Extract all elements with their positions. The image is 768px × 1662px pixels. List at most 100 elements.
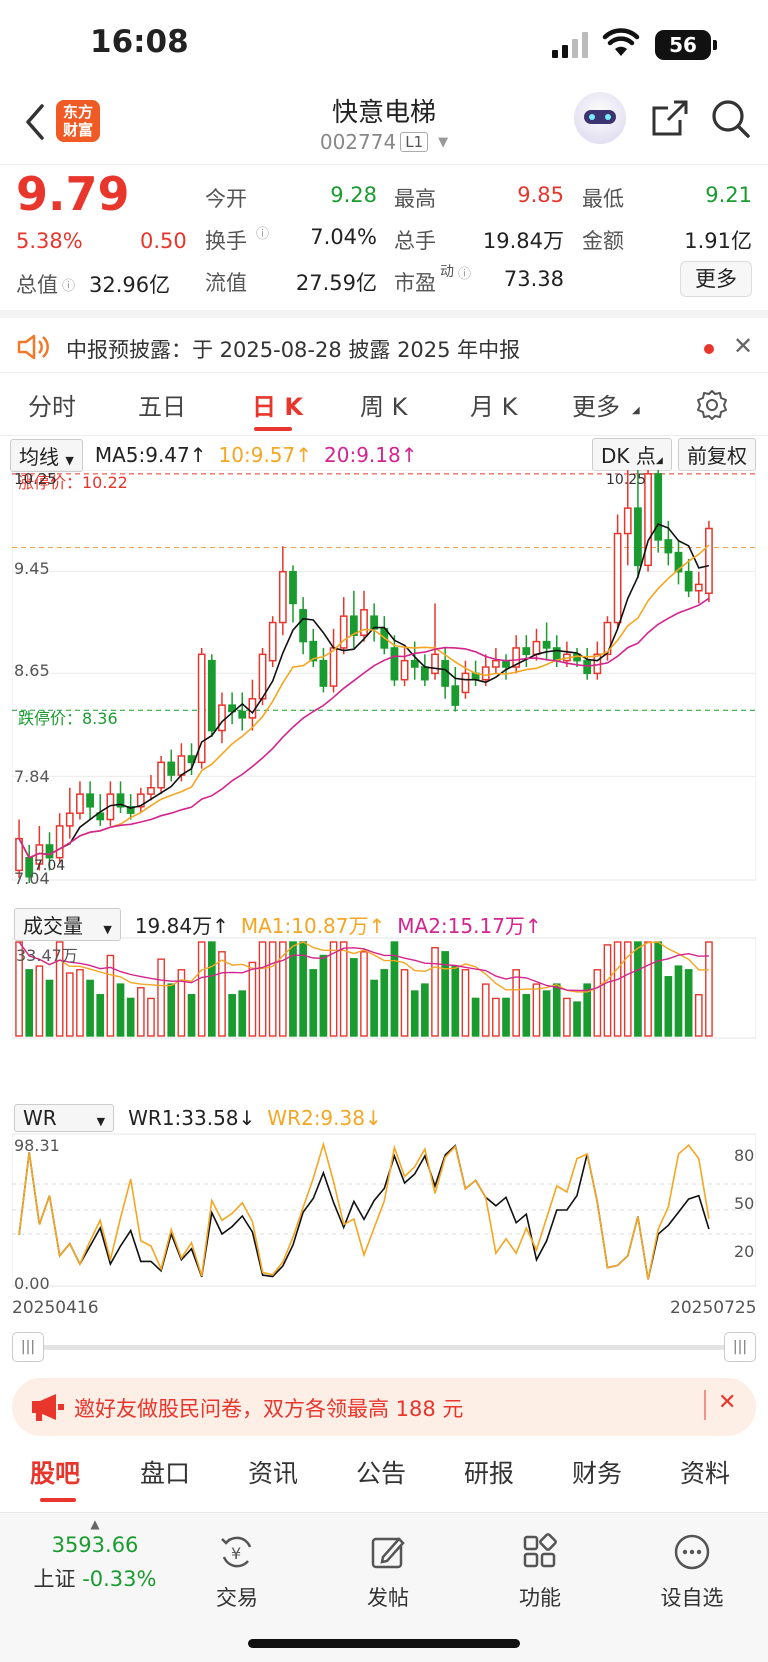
tab-intraday[interactable]: 分时 [28, 393, 76, 421]
tab-research[interactable]: 研报 [464, 1459, 515, 1488]
candle-body [76, 793, 84, 814]
app-logo: 东方 财富 [56, 100, 100, 142]
open-value: 9.28 [330, 183, 377, 207]
candle-body [349, 615, 358, 636]
index-name: 上证 [33, 1567, 76, 1591]
turnover-value: 7.04% [310, 225, 377, 249]
volume-bar [410, 990, 419, 1037]
date-end: 20250725 [670, 1298, 757, 1318]
tab-pankou[interactable]: 盘口 [140, 1459, 191, 1488]
candle-body [400, 659, 409, 681]
share-icon[interactable] [650, 98, 690, 138]
price-704: 7.04 [14, 869, 50, 888]
candle-body [410, 659, 419, 668]
volume-bar [258, 941, 267, 1037]
volume-bar [644, 941, 652, 1037]
notice-bar[interactable]: 中报预披露：于 2025-08-28 披露 2025 年中报 ✕ [0, 310, 768, 372]
volume-bar [339, 941, 348, 1037]
volume-bar [552, 983, 561, 1037]
tab-news[interactable]: 资讯 [248, 1459, 299, 1488]
adjust-button[interactable]: 前复权 [678, 438, 756, 471]
nav-add-watchlist[interactable]: 设自选 [642, 1533, 742, 1612]
wr-line [18, 1141, 710, 1280]
active-tab-underline [40, 1498, 76, 1502]
volume-bar [96, 994, 105, 1037]
float-mv-value: 27.59亿 [295, 271, 377, 295]
caret-down-icon: ▼ [438, 134, 449, 150]
notice-text: 中报预披露：于 2025-08-28 披露 2025 年中报 [66, 338, 521, 362]
kline-chart[interactable]: 涨停价：10.22 10.25 9.45 8.65 跌停价：8.36 7.84 … [12, 470, 756, 1340]
volume-bar [248, 961, 257, 1037]
tab-weekly-k[interactable]: 周 K [360, 393, 408, 421]
volume-bar [350, 958, 358, 1037]
index-widget[interactable]: ▲ 3593.66 上证 -0.33% [20, 1517, 170, 1593]
candle-body [390, 647, 399, 681]
stock-code-row[interactable]: 002774 L1 ▼ [0, 130, 768, 154]
stock-name: 快意电梯 [331, 98, 436, 128]
date-start: 20250416 [12, 1298, 99, 1318]
nav-functions[interactable]: 功能 [490, 1533, 590, 1612]
tab-finance[interactable]: 财务 [572, 1459, 623, 1488]
index-change: -0.33% [82, 1567, 157, 1591]
tab-five-day[interactable]: 五日 [138, 393, 186, 421]
search-icon[interactable] [710, 98, 752, 140]
volume-bar [603, 944, 612, 1037]
volume-dropdown-label: 成交量 [23, 913, 83, 938]
volume-bar [623, 941, 632, 1037]
wr2-value: WR2:9.38↓ [267, 1106, 382, 1130]
close-icon[interactable]: ✕ [718, 1390, 737, 1415]
candle-body [197, 653, 206, 764]
candle-body [431, 653, 439, 675]
volume-dropdown[interactable]: 成交量 ▼ [14, 907, 121, 941]
volume-bar [654, 941, 663, 1037]
volume-bar [400, 969, 409, 1037]
nav-post[interactable]: 发帖 [338, 1533, 438, 1612]
amount-label: 金额 [582, 229, 624, 253]
svg-text:¥: ¥ [231, 1544, 241, 1563]
volume-panel-border [12, 937, 756, 1039]
promo-banner[interactable]: 邀好友做股民问卷，双方各领最高 188 元 ✕ [12, 1378, 756, 1436]
info-icon[interactable]: ⓘ [458, 267, 472, 282]
cellular-signal-icon [552, 32, 592, 58]
tab-monthly-k[interactable]: 月 K [470, 393, 518, 421]
bottom-nav: ▲ 3593.66 上证 -0.33% ¥ 交易 发帖 功能 [0, 1512, 768, 1662]
candle-body [167, 761, 176, 776]
volume-value: 19.84万↑ [134, 913, 229, 938]
moving-averages [18, 523, 710, 859]
info-icon[interactable]: ⓘ [62, 278, 76, 294]
more-quote-button[interactable]: 更多 [680, 261, 752, 297]
range-handle-right[interactable]: ||| [724, 1332, 756, 1362]
indicator-dropdown[interactable]: 均线 ▼ [10, 438, 83, 472]
volume-bar [177, 969, 186, 1037]
volume-bar [55, 941, 64, 1037]
volume-max-label: 33.47万 [16, 946, 78, 965]
tab-profile[interactable]: 资料 [680, 1459, 731, 1488]
dk-point-button[interactable]: DK 点◢ [592, 438, 672, 471]
volume-bar [684, 969, 693, 1037]
close-icon[interactable]: ✕ [733, 332, 754, 360]
tab-more[interactable]: 更多 [572, 393, 620, 421]
volume-bar [278, 941, 287, 1037]
amount-value: 1.91亿 [684, 229, 752, 253]
promo-text: 邀好友做股民问卷，双方各领最高 188 元 [74, 1397, 464, 1421]
volume-bar [167, 983, 176, 1037]
gear-icon[interactable] [696, 389, 728, 421]
candle-body [644, 473, 652, 567]
ai-assistant-avatar[interactable] [574, 92, 626, 144]
tab-announcements[interactable]: 公告 [356, 1459, 407, 1488]
range-handle-left[interactable]: ||| [12, 1332, 44, 1362]
battery-indicator: 56 [655, 30, 717, 60]
tab-guba[interactable]: 股吧 [30, 1459, 81, 1488]
chart-range-scrollbar[interactable]: ||| ||| [12, 1332, 756, 1362]
dropdown-label: 均线 [19, 444, 59, 469]
wr-legend: WR ▼ WR1:33.58↓ WR2:9.38↓ [14, 1102, 754, 1134]
volume-ma1: MA1:10.87万↑ [240, 913, 386, 938]
candle-body [289, 570, 297, 605]
tab-daily-k[interactable]: 日 K [252, 393, 303, 421]
nav-trade[interactable]: ¥ 交易 [187, 1533, 287, 1612]
info-icon[interactable]: ⓘ [256, 227, 270, 242]
stock-code: 002774 [319, 130, 397, 154]
volume-bar [461, 969, 470, 1037]
wr-dropdown[interactable]: WR ▼ [14, 1104, 115, 1132]
chevron-left-icon[interactable] [22, 102, 48, 142]
